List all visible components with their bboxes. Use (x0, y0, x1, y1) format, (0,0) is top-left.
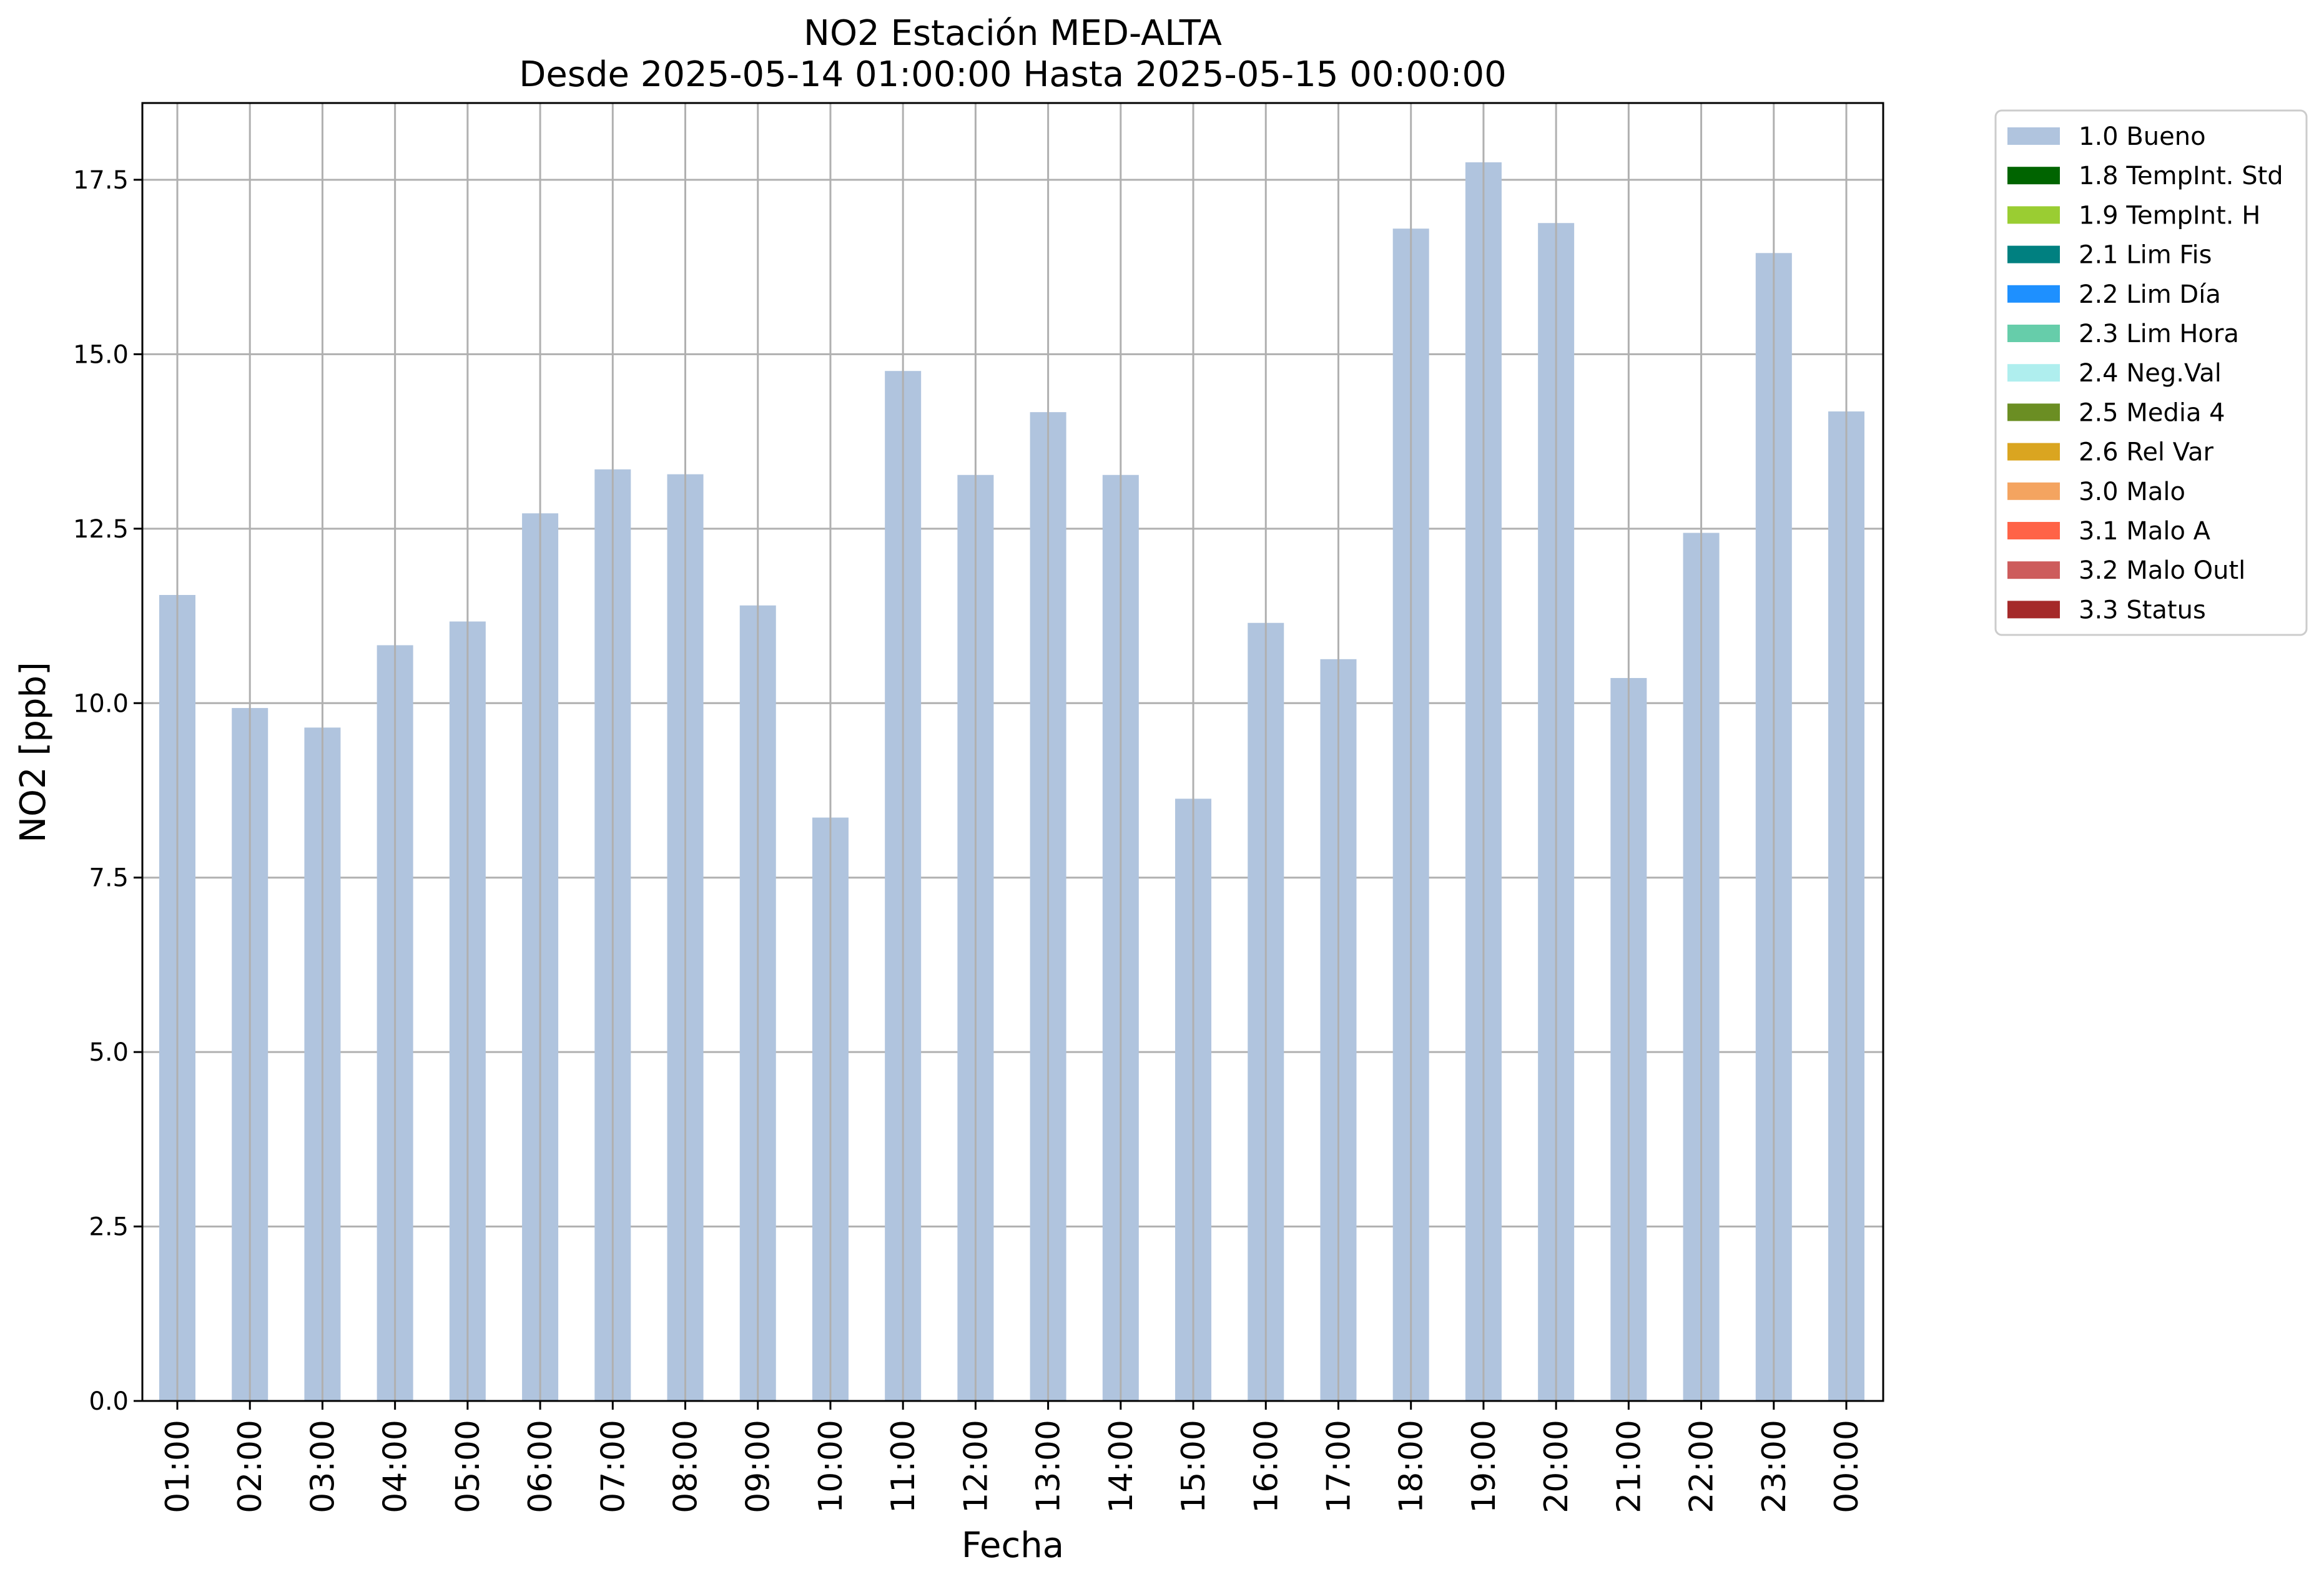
legend-label: 3.1 Malo A (2079, 517, 2211, 546)
x-tick-label: 12:00 (957, 1420, 995, 1513)
x-tick-label: 16:00 (1248, 1420, 1285, 1513)
x-tick-label: 21:00 (1610, 1420, 1648, 1513)
legend-label: 2.6 Rel Var (2079, 438, 2214, 467)
x-tick-label: 14:00 (1103, 1420, 1140, 1513)
legend-swatch (2007, 127, 2060, 145)
legend-label: 2.3 Lim Hora (2079, 320, 2239, 348)
legend-swatch (2007, 364, 2060, 382)
y-tick-label: 0.0 (89, 1387, 129, 1416)
legend-label: 2.1 Lim Fis (2079, 241, 2212, 270)
x-tick-label: 17:00 (1320, 1420, 1357, 1513)
y-axis-ticks: 0.0 2.5 5.0 7.5 10.0 12.5 15.0 17.5 (73, 166, 142, 1416)
x-tick-label: 10:00 (812, 1420, 850, 1513)
legend-swatch (2007, 325, 2060, 342)
grid-lines (142, 179, 1883, 1402)
legend-label: 3.3 Status (2079, 596, 2206, 624)
y-tick-label: 5.0 (89, 1038, 129, 1067)
x-tick-label: 02:00 (232, 1420, 269, 1513)
legend-box (1994, 109, 2308, 636)
x-axis-label: Fecha (962, 1525, 1064, 1566)
legend-swatch (2007, 245, 2060, 263)
x-tick-label: 22:00 (1683, 1420, 1721, 1513)
vertical-grid-lines (176, 103, 1848, 1401)
legend-items: 1.0 Bueno 1.8 TempInt. Std 1.9 TempInt. H 2… (2007, 122, 2283, 624)
x-tick-label: 15:00 (1175, 1420, 1213, 1513)
legend-label: 2.4 Neg.Val (2079, 359, 2222, 388)
legend-swatch (2007, 601, 2060, 619)
plot-frame (141, 102, 1884, 1402)
legend-label: 3.2 Malo Outl (2079, 556, 2245, 585)
legend-swatch (2007, 206, 2060, 224)
x-tick-label: 00:00 (1828, 1420, 1866, 1513)
legend-label: 2.2 Lim Día (2079, 280, 2221, 309)
x-tick-label: 04:00 (377, 1420, 415, 1513)
x-tick-label: 08:00 (667, 1420, 705, 1513)
x-tick-label: 01:00 (159, 1420, 197, 1513)
x-axis-ticks: 01:00 02:00 03:00 04:00 05:00 06:00 07:00 08:00… (159, 1401, 1866, 1513)
x-tick-label: 11:00 (885, 1420, 922, 1513)
legend-swatch (2007, 285, 2060, 303)
legend-label: 1.9 TempInt. H (2079, 201, 2260, 230)
x-tick-label: 23:00 (1756, 1420, 1793, 1513)
y-tick-label: 15.0 (73, 340, 129, 369)
legend: 1.0 Bueno 1.8 TempInt. Std 1.9 TempInt. H 2… (1994, 109, 2308, 636)
legend-swatch (2007, 167, 2060, 185)
chart-title: NO2 Estación MED-ALTA (804, 13, 1222, 54)
x-tick-label: 18:00 (1393, 1420, 1430, 1513)
y-tick-label: 12.5 (73, 515, 129, 544)
y-tick-label: 17.5 (73, 166, 129, 195)
legend-swatch (2007, 443, 2060, 461)
legend-swatch (2007, 482, 2060, 500)
y-tick-label: 2.5 (89, 1213, 129, 1242)
x-tick-label: 03:00 (304, 1420, 342, 1513)
y-tick-label: 7.5 (89, 864, 129, 893)
legend-label: 2.5 Media 4 (2079, 398, 2225, 427)
y-axis-label: NO2 [ppb] (13, 662, 54, 843)
x-tick-label: 19:00 (1465, 1420, 1503, 1513)
legend-swatch (2007, 561, 2060, 579)
x-tick-label: 06:00 (522, 1420, 559, 1513)
y-tick-label: 10.0 (73, 689, 129, 718)
x-tick-label: 09:00 (740, 1420, 777, 1513)
legend-label: 1.8 TempInt. Std (2079, 162, 2283, 190)
x-tick-label: 20:00 (1538, 1420, 1575, 1513)
legend-label: 3.0 Malo (2079, 478, 2185, 506)
legend-swatch (2007, 403, 2060, 421)
legend-label: 1.0 Bueno (2079, 122, 2206, 151)
x-tick-label: 13:00 (1030, 1420, 1068, 1513)
x-tick-label: 05:00 (450, 1420, 487, 1513)
legend-swatch (2007, 522, 2060, 539)
chart-subtitle: Desde 2025-05-14 01:00:00 Hasta 2025-05-… (519, 54, 1507, 95)
x-tick-label: 07:00 (594, 1420, 632, 1513)
